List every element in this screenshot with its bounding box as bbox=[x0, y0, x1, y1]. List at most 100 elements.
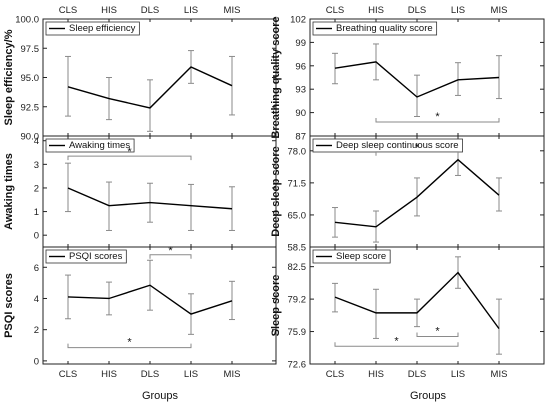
bottom-group-label: HIS bbox=[101, 369, 117, 380]
y-axis-label: Awaking times bbox=[3, 153, 15, 230]
legend-label: Breathing quality score bbox=[336, 23, 433, 34]
plot-frame bbox=[42, 18, 277, 137]
y-tick-label: 3 bbox=[34, 160, 39, 171]
y-axis-label: Sleep efficiency/% bbox=[3, 29, 15, 125]
y-tick-label: 72.6 bbox=[288, 360, 307, 371]
legend: Sleep score bbox=[312, 249, 391, 264]
bottom-group-label: MIS bbox=[224, 369, 241, 380]
bottom-group-label: LIS bbox=[184, 369, 198, 380]
bottom-group-label: LIS bbox=[451, 369, 465, 380]
y-tick-label: 6 bbox=[34, 263, 39, 274]
y-axis-label: Deep sleep score bbox=[270, 146, 282, 237]
significance-bracket: * bbox=[149, 245, 192, 259]
significance-bracket: * bbox=[334, 335, 459, 347]
series-line bbox=[334, 271, 500, 330]
legend-label: PSQI scores bbox=[69, 251, 123, 262]
top-group-label: CLS bbox=[59, 5, 77, 16]
y-tick-label: 95.0 bbox=[21, 73, 40, 84]
bracket-line bbox=[375, 117, 500, 123]
plot-frame bbox=[309, 135, 545, 248]
y-tick-label: 79.2 bbox=[288, 295, 307, 306]
bottom-group-label: HIS bbox=[368, 369, 384, 380]
legend-label: Sleep score bbox=[336, 251, 386, 262]
y-tick-label: 93 bbox=[295, 85, 306, 96]
y-tick-label: 99 bbox=[295, 38, 306, 49]
legend: Awaking times bbox=[45, 138, 135, 153]
y-tick-label: 4 bbox=[34, 294, 39, 305]
legend-box bbox=[312, 21, 438, 36]
top-group-label: MIS bbox=[491, 5, 508, 16]
significance-star: * bbox=[394, 335, 399, 347]
y-tick-label: 2 bbox=[34, 183, 39, 194]
legend-box bbox=[45, 138, 135, 153]
legend-label: Awaking times bbox=[69, 140, 130, 151]
plot-frame bbox=[309, 18, 545, 137]
y-tick-label: 0 bbox=[34, 231, 39, 242]
series-line bbox=[334, 158, 500, 228]
bottom-group-label: DLS bbox=[408, 369, 426, 380]
significance-star: * bbox=[127, 146, 132, 158]
y-tick-label: 100.0 bbox=[15, 15, 39, 26]
top-group-label: MIS bbox=[224, 5, 241, 16]
y-tick-label: 2 bbox=[34, 325, 39, 336]
bracket-line bbox=[375, 151, 459, 156]
y-tick-label: 87 bbox=[295, 132, 306, 143]
significance-bracket: * bbox=[67, 146, 192, 161]
top-group-label: CLS bbox=[326, 5, 344, 16]
significance-star: * bbox=[168, 245, 173, 257]
y-axis-label: PSQI scores bbox=[3, 273, 15, 338]
top-group-label: DLS bbox=[141, 5, 159, 16]
chart-panel: 72.6 75.9 79.2 82.5 Sleep score Sleep score * * bbox=[270, 246, 545, 371]
legend: Breathing quality score bbox=[312, 21, 438, 36]
series-line bbox=[67, 66, 233, 109]
legend-label: Sleep efficiency bbox=[69, 23, 136, 34]
y-tick-label: 92.5 bbox=[21, 102, 40, 113]
y-tick-label: 75.9 bbox=[288, 327, 307, 338]
significance-bracket: * bbox=[375, 111, 500, 123]
plot-frame bbox=[309, 246, 545, 365]
top-group-label: HIS bbox=[368, 5, 384, 16]
top-group-labels: CLS HIS DLS LIS MIS CLS HIS DLS LIS MIS bbox=[59, 5, 508, 16]
chart-panel: 58.5 65.0 71.5 78.0 Deep sleep score Deep sle… bbox=[270, 135, 545, 254]
bottom-group-label: DLS bbox=[141, 369, 159, 380]
series-line bbox=[334, 61, 500, 98]
legend: Deep sleep continuous score bbox=[312, 138, 463, 153]
legend-box bbox=[312, 249, 391, 264]
x-axis-label-right: Groups bbox=[410, 390, 447, 402]
bracket-line bbox=[149, 254, 192, 259]
top-group-label: DLS bbox=[408, 5, 426, 16]
legend-label: Deep sleep continuous score bbox=[336, 140, 459, 151]
significance-star: * bbox=[435, 111, 440, 123]
y-tick-label: 102 bbox=[290, 15, 306, 26]
y-tick-label: 97.5 bbox=[21, 44, 40, 55]
y-tick-label: 1 bbox=[34, 207, 39, 218]
plot-frame bbox=[42, 246, 277, 365]
y-tick-label: 65.0 bbox=[288, 210, 307, 221]
significance-star: * bbox=[127, 337, 132, 349]
significance-bracket: * bbox=[416, 325, 459, 337]
legend-box bbox=[45, 21, 140, 36]
y-tick-label: 71.5 bbox=[288, 178, 307, 189]
y-tick-label: 96 bbox=[295, 61, 306, 72]
significance-bracket: * bbox=[375, 142, 459, 156]
series-line bbox=[67, 284, 233, 315]
bracket-line bbox=[67, 155, 192, 161]
y-tick-label: 58.5 bbox=[288, 243, 307, 254]
top-group-label: HIS bbox=[101, 5, 117, 16]
significance-star: * bbox=[435, 325, 440, 337]
bracket-line bbox=[67, 343, 192, 349]
x-axis-label-left: Groups bbox=[142, 390, 179, 402]
y-axis-label: Breathing quality score bbox=[270, 16, 282, 138]
y-tick-label: 90 bbox=[295, 108, 306, 119]
y-tick-label: 4 bbox=[34, 136, 39, 147]
y-axis-label: Sleep score bbox=[270, 275, 282, 337]
top-group-label: LIS bbox=[451, 5, 465, 16]
legend-box bbox=[45, 249, 127, 264]
legend: Sleep efficiency bbox=[45, 21, 140, 36]
top-group-label: LIS bbox=[184, 5, 198, 16]
significance-bracket: * bbox=[67, 337, 192, 349]
